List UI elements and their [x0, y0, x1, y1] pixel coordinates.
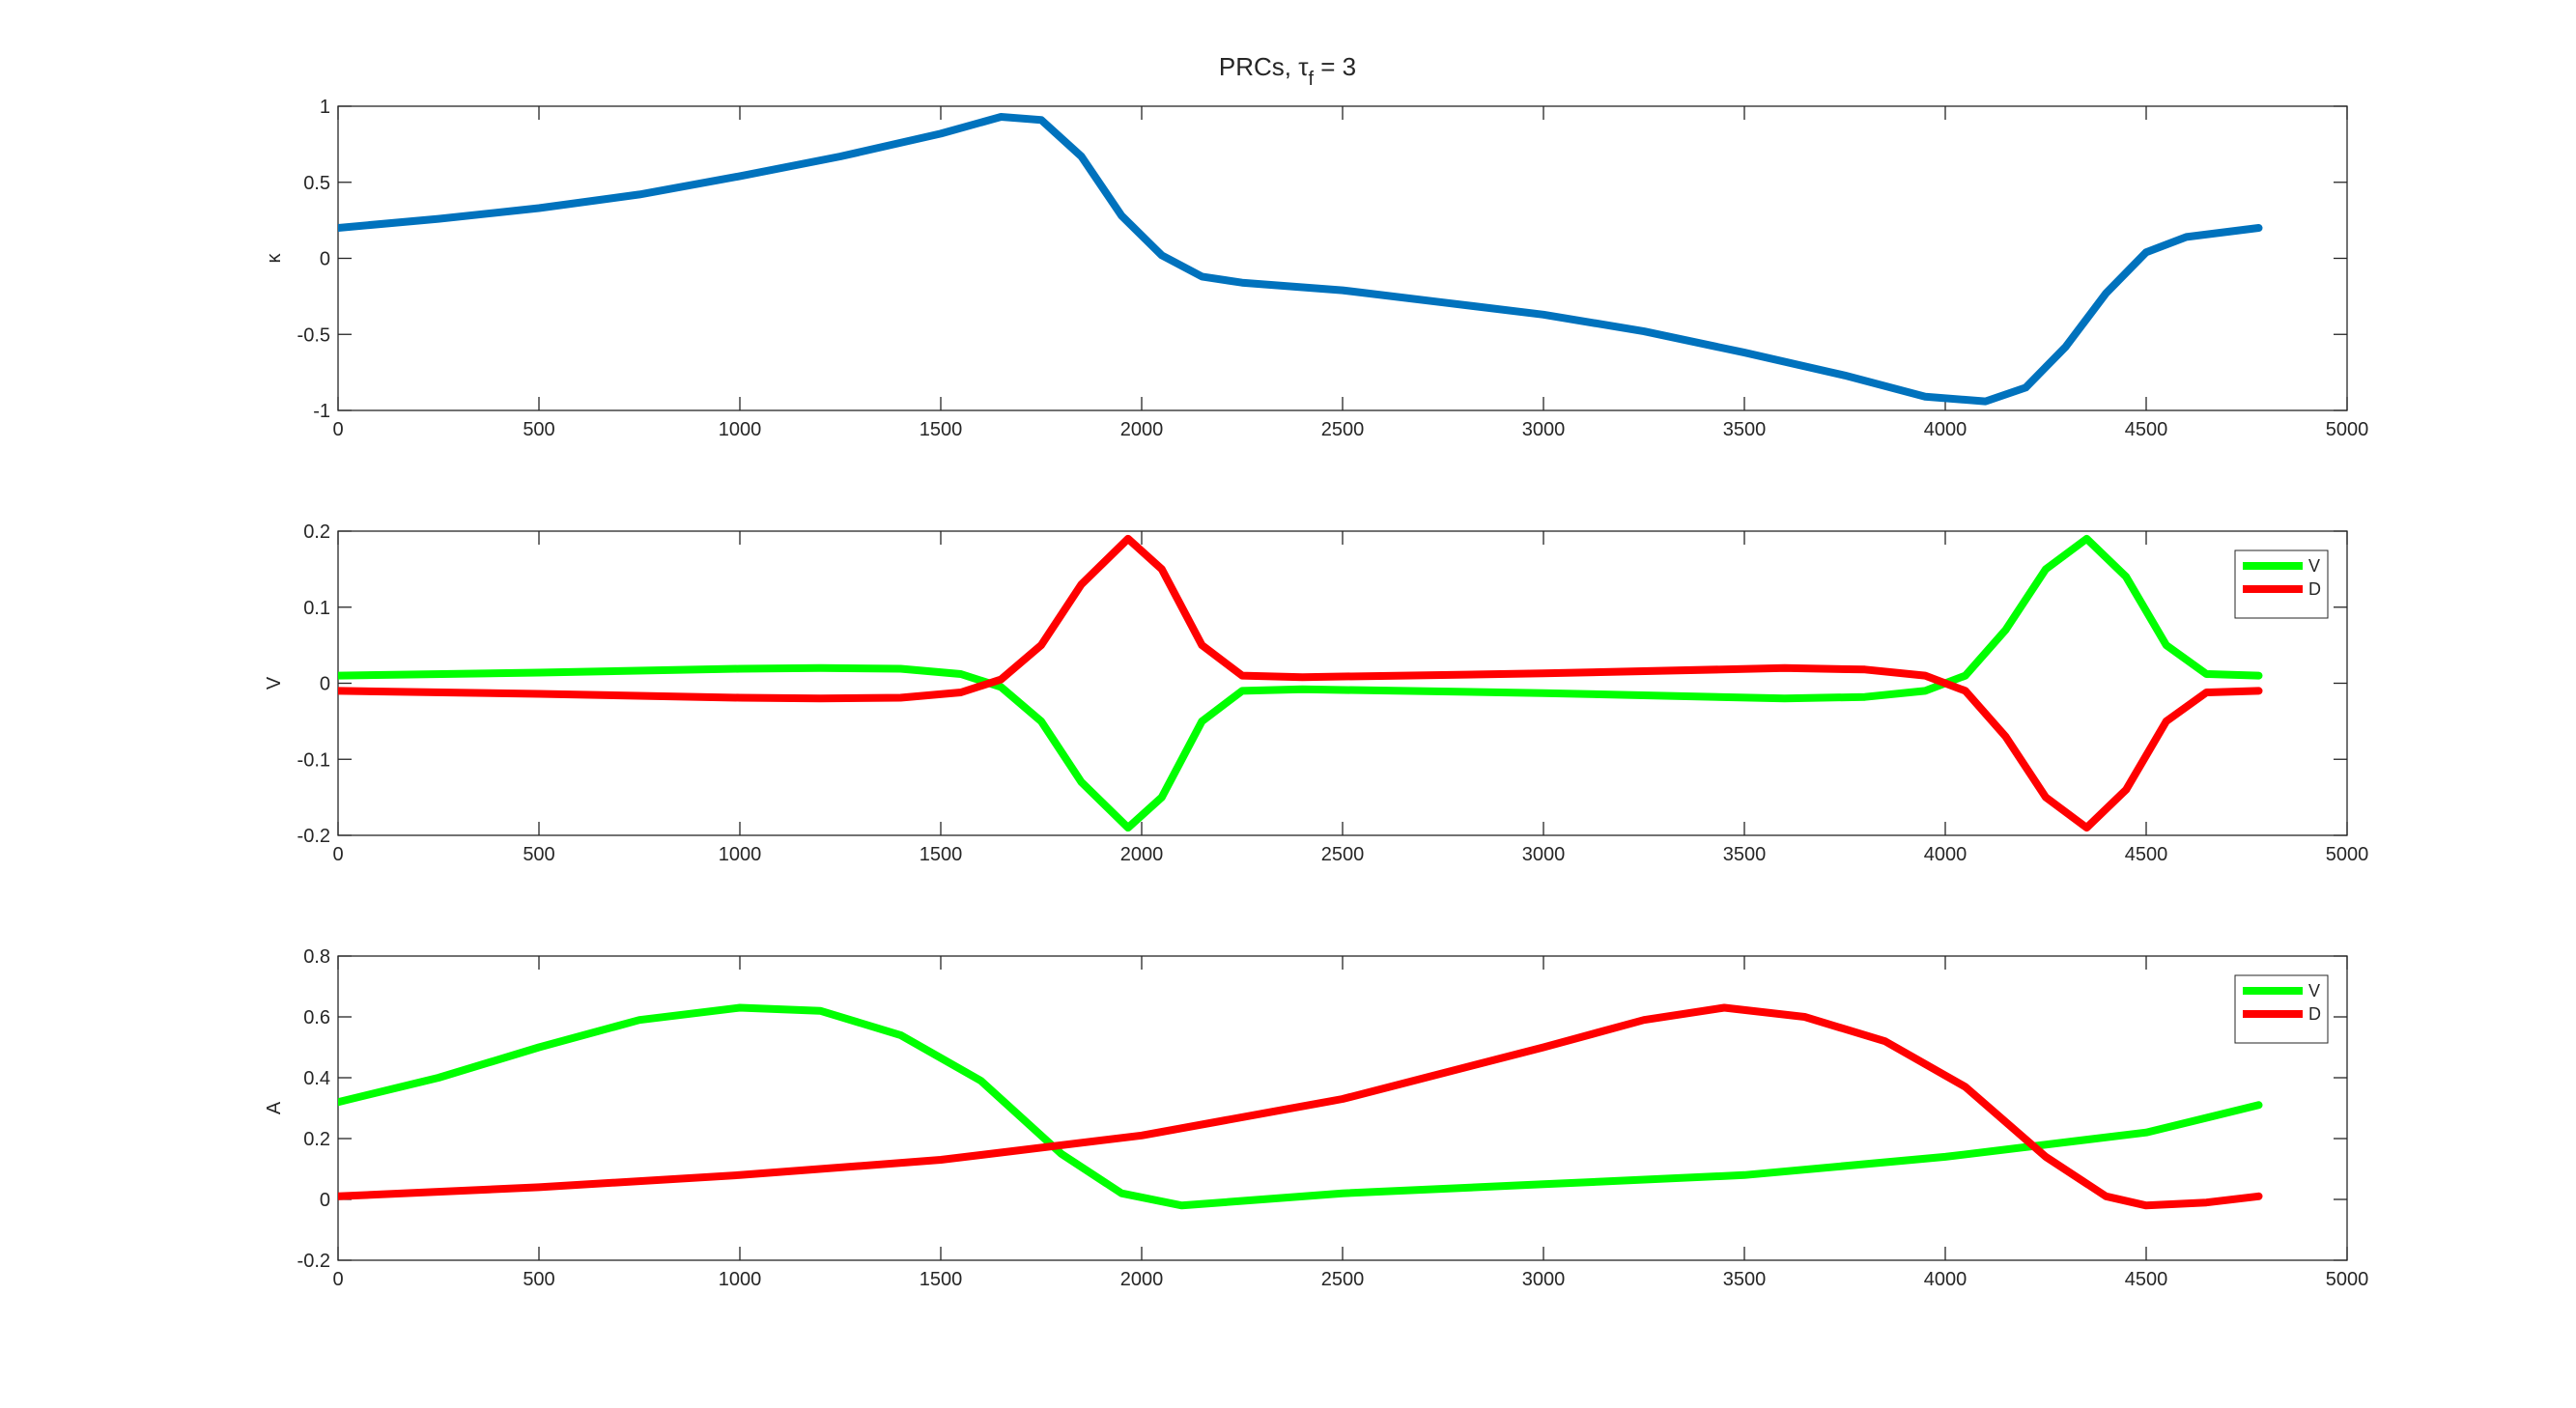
x-tick-label: 3500	[1723, 1269, 1767, 1290]
x-tick-label: 4500	[2125, 844, 2168, 865]
y-axis-label: A	[264, 1101, 285, 1114]
y-tick-label: 0	[320, 1190, 330, 1211]
figure-title: PRCs, τf = 3	[1219, 52, 1356, 90]
x-tick-label: 4000	[1924, 844, 1967, 865]
x-tick-label: 0	[332, 419, 343, 440]
subplot-3: 0 500 1000 1500 2000 2500 3000 3500 4000 4500 5000…	[264, 946, 2368, 1290]
series-line-V	[338, 1003, 2263, 1210]
x-tick-label: 4500	[2125, 419, 2168, 440]
x-tick-label: 2500	[1321, 419, 1365, 440]
x-tick-label: 1000	[719, 419, 762, 440]
x-tick-label: 2500	[1321, 1269, 1365, 1290]
x-tick-label: 3000	[1522, 844, 1566, 865]
y-tick-label: 0	[320, 249, 330, 270]
legend-box	[2234, 549, 2329, 619]
series-line-D	[338, 1003, 2263, 1210]
x-tick-label: 0	[332, 844, 343, 865]
series-line-D	[338, 534, 2263, 832]
y-tick-label: 0.6	[303, 1007, 330, 1028]
y-tick-label: -0.5	[297, 324, 330, 346]
x-tick-label: 2000	[1120, 844, 1164, 865]
subplot-2: 0 500 1000 1500 2000 2500 3000 3500 4000 4500 5000…	[264, 521, 2368, 865]
x-tick-label: 5000	[2326, 1269, 2369, 1290]
x-tick-label: 0	[332, 1269, 343, 1290]
series-line-V	[338, 534, 2263, 832]
legend-label-V: V	[2308, 556, 2320, 576]
y-tick-label: 0	[320, 674, 330, 695]
y-tick-label: 0.2	[303, 1129, 330, 1150]
x-tick-label: 5000	[2326, 844, 2369, 865]
y-tick-label: 0.4	[303, 1068, 330, 1089]
axes-box	[337, 530, 2348, 836]
legend-label-D: D	[2308, 579, 2321, 599]
x-tick-label: 4500	[2125, 1269, 2168, 1290]
axes-box	[337, 955, 2348, 1261]
x-tick-label: 3000	[1522, 1269, 1566, 1290]
x-tick-label: 500	[523, 419, 554, 440]
x-tick-label: 1500	[920, 844, 963, 865]
figure-title-subscript: f	[1308, 69, 1314, 90]
x-tick-label: 2000	[1120, 1269, 1164, 1290]
y-tick-label: 0.8	[303, 946, 330, 968]
legend-box	[2234, 974, 2329, 1044]
y-tick-label: -0.2	[297, 1251, 330, 1272]
x-tick-label: 1500	[920, 419, 963, 440]
legend: VD	[2234, 549, 2329, 619]
x-tick-label: 2500	[1321, 844, 1365, 865]
y-axis-label: κ	[264, 253, 285, 264]
x-tick-label: 5000	[2326, 419, 2369, 440]
figure-title-main: PRCs, τ	[1219, 52, 1309, 81]
y-axis-label: V	[264, 676, 285, 690]
x-tick-label: 1500	[920, 1269, 963, 1290]
x-tick-label: 1000	[719, 1269, 762, 1290]
legend-label-D: D	[2308, 1004, 2321, 1024]
x-tick-label: 4000	[1924, 419, 1967, 440]
subplot-container: 0 500 1000 1500 2000 2500 3000 3500 4000 4500 5000…	[264, 97, 2368, 1290]
figure-title-tail: = 3	[1314, 52, 1356, 81]
x-tick-label: 1000	[719, 844, 762, 865]
y-tick-label: 0.2	[303, 521, 330, 543]
y-tick-label: -0.2	[297, 826, 330, 847]
legend: VD	[2234, 974, 2329, 1044]
legend-label-V: V	[2308, 981, 2320, 1000]
x-tick-label: 3500	[1723, 419, 1767, 440]
y-tick-label: 1	[320, 97, 330, 118]
series-line-series1	[338, 113, 2263, 406]
subplot-1: 0 500 1000 1500 2000 2500 3000 3500 4000 4500 5000…	[264, 97, 2368, 440]
y-tick-label: 0.1	[303, 598, 330, 619]
y-tick-label: 0.5	[303, 173, 330, 194]
x-tick-label: 500	[523, 844, 554, 865]
x-tick-label: 500	[523, 1269, 554, 1290]
y-tick-label: -0.1	[297, 749, 330, 771]
x-tick-label: 3000	[1522, 419, 1566, 440]
x-tick-label: 2000	[1120, 419, 1164, 440]
x-tick-label: 4000	[1924, 1269, 1967, 1290]
x-tick-label: 3500	[1723, 844, 1767, 865]
y-tick-label: -1	[313, 401, 330, 422]
